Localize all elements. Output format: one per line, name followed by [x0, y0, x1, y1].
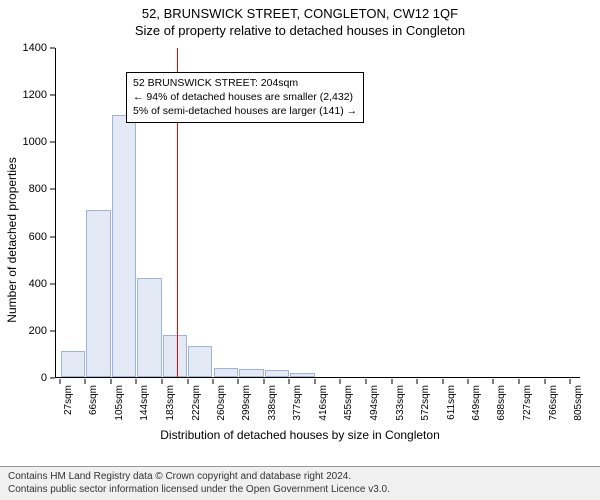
y-tick-label: 1200 — [23, 89, 47, 101]
bar — [112, 115, 137, 377]
bar — [163, 335, 188, 377]
y-tick-label: 0 — [41, 372, 47, 384]
y-tick-label: 1000 — [23, 136, 47, 148]
y-tick-label: 400 — [29, 278, 47, 290]
x-tick-label: 533sqm — [395, 385, 406, 421]
x-axis: 27sqm 66sqm 105sqm 144sqm 183sqm 222sqm 260sqm… — [55, 379, 580, 429]
page-title: 52, BRUNSWICK STREET, CONGLETON, CW12 1Q… — [0, 0, 600, 21]
y-axis: 0 200 400 600 800 1000 1200 1400 — [0, 40, 55, 440]
y-tick-label: 1400 — [23, 42, 47, 54]
bar — [290, 373, 315, 377]
bar — [137, 278, 162, 377]
chart: Number of detached properties 0200400600… — [0, 40, 600, 440]
x-tick-label: 727sqm — [522, 385, 533, 421]
x-tick-label: 766sqm — [548, 385, 559, 421]
plot-area: 52 BRUNSWICK STREET: 204sqm ← 94% of det… — [55, 48, 580, 378]
footer-line-1: Contains HM Land Registry data © Crown c… — [8, 470, 592, 483]
x-tick-label: 144sqm — [139, 385, 150, 421]
y-tick-label: 800 — [29, 183, 47, 195]
bar — [86, 210, 111, 377]
page-subtitle: Size of property relative to detached ho… — [0, 21, 600, 38]
x-tick-label: 805sqm — [573, 385, 584, 421]
y-tick-label: 600 — [29, 231, 47, 243]
x-tick-label: 416sqm — [318, 385, 329, 421]
x-tick-label: 105sqm — [114, 385, 125, 421]
x-tick-label: 260sqm — [216, 385, 227, 421]
info-box: 52 BRUNSWICK STREET: 204sqm ← 94% of det… — [126, 72, 364, 123]
y-tick-label: 200 — [29, 325, 47, 337]
x-tick-label: 183sqm — [165, 385, 176, 421]
footer: Contains HM Land Registry data © Crown c… — [0, 466, 600, 500]
bar — [61, 351, 86, 377]
x-tick-label: 338sqm — [267, 385, 278, 421]
bar — [265, 370, 290, 377]
x-tick-label: 611sqm — [446, 385, 457, 420]
bar — [188, 346, 213, 377]
x-tick-label: 377sqm — [292, 385, 303, 421]
x-tick-label: 222sqm — [191, 385, 202, 421]
x-tick-label: 66sqm — [88, 385, 99, 415]
x-tick-label: 649sqm — [471, 385, 482, 421]
bar — [214, 368, 239, 377]
bar — [239, 369, 264, 377]
info-line-3: 5% of semi-detached houses are larger (1… — [133, 104, 357, 118]
info-line-1: 52 BRUNSWICK STREET: 204sqm — [133, 76, 357, 90]
x-tick-label: 688sqm — [496, 385, 507, 421]
x-axis-label: Distribution of detached houses by size … — [0, 428, 600, 442]
info-line-2: ← 94% of detached houses are smaller (2,… — [133, 90, 357, 104]
x-tick-label: 494sqm — [369, 385, 380, 421]
x-tick-label: 27sqm — [63, 385, 74, 415]
x-tick-label: 572sqm — [420, 385, 431, 421]
x-tick-label: 455sqm — [343, 385, 354, 421]
x-tick-label: 299sqm — [241, 385, 252, 421]
footer-line-2: Contains public sector information licen… — [8, 483, 592, 496]
